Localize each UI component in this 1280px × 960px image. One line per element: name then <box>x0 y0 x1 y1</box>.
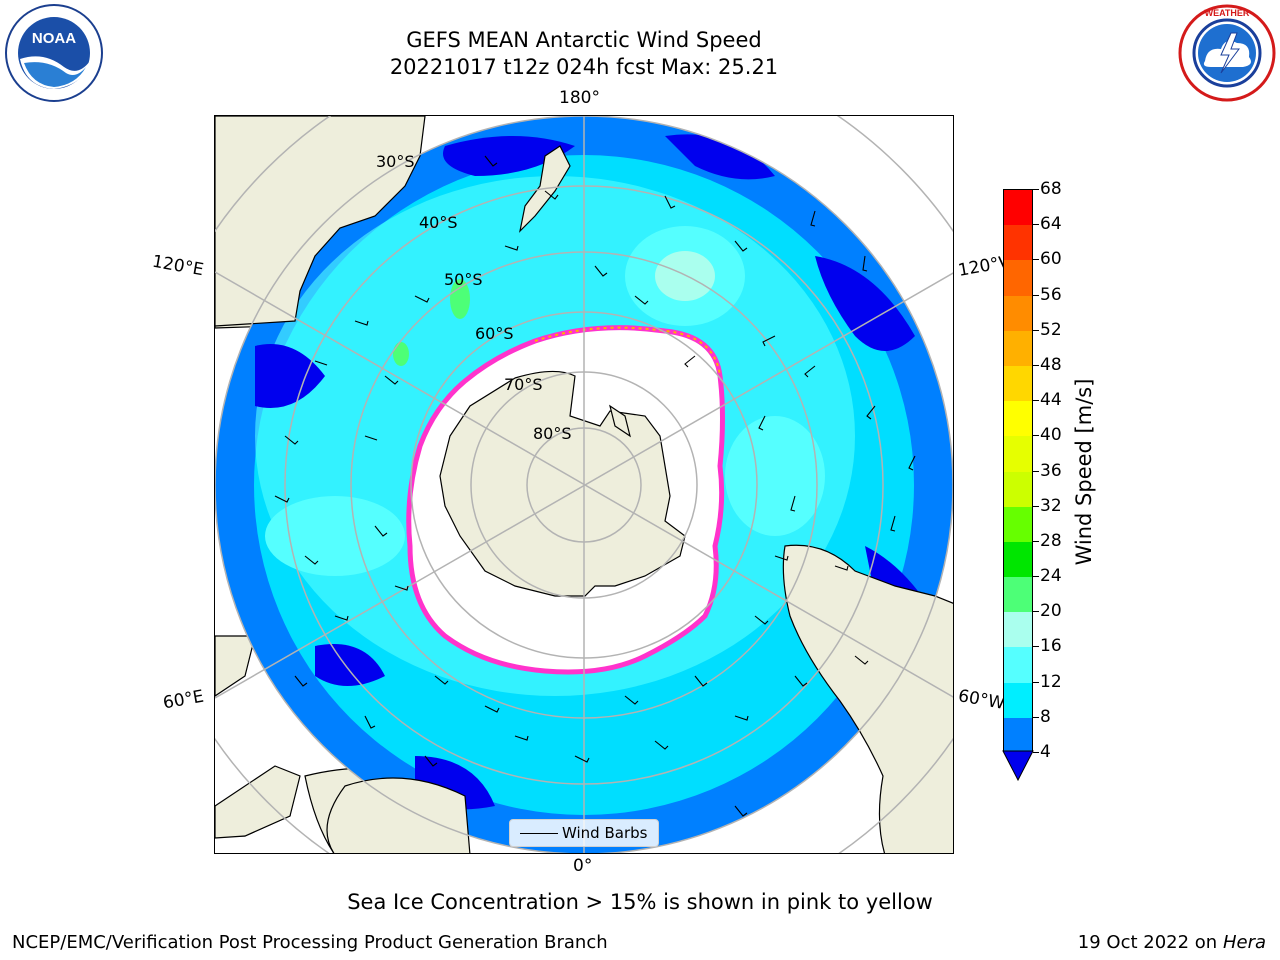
colorbar-tick-mark <box>1033 189 1039 190</box>
colorbar-tick-label: 68 <box>1040 179 1062 199</box>
colorbar-tick-label: 64 <box>1040 214 1062 235</box>
legend-line-swatch <box>520 833 558 834</box>
lon-label-top: 180° <box>559 88 600 108</box>
colorbar-segment <box>1004 365 1032 402</box>
colorbar-tick-label: 48 <box>1040 354 1062 375</box>
colorbar-tick-mark <box>1033 364 1039 366</box>
colorbar-tick-mark <box>1033 716 1039 718</box>
colorbar-tick-mark <box>1033 611 1039 613</box>
noaa-logo: NOAA <box>4 3 104 103</box>
colorbar-tick-label: 4 <box>1040 742 1051 762</box>
svg-text:WEATHER: WEATHER <box>1205 8 1250 18</box>
colorbar-tick-label: 36 <box>1040 460 1062 481</box>
colorbar-segment <box>1004 260 1032 297</box>
footer-date: 19 Oct 2022 on Hera <box>1078 932 1266 953</box>
colorbar-tick-label: 12 <box>1040 671 1062 692</box>
chart-title: GEFS MEAN Antarctic Wind Speed <box>406 28 762 52</box>
colorbar-segment <box>1004 295 1032 332</box>
colorbar-segment <box>1004 682 1032 719</box>
colorbar-segment <box>1004 330 1032 367</box>
antarctica <box>439 370 686 597</box>
colorbar <box>1003 189 1033 754</box>
footer-host: Hera <box>1222 932 1266 953</box>
footer-date-text: 19 Oct 2022 on <box>1077 932 1223 953</box>
colorbar-segment <box>1004 717 1032 754</box>
lat-label-50: 50°S <box>444 270 483 289</box>
colorbar-tick-mark <box>1033 259 1039 261</box>
colorbar-tick-mark <box>1033 646 1039 648</box>
lat-label-80: 80°S <box>533 424 572 443</box>
colorbar-tick-mark <box>1033 294 1039 296</box>
colorbar-tick-label: 28 <box>1040 530 1062 551</box>
colorbar-segment <box>1004 577 1032 613</box>
colorbar-tick-label: 40 <box>1040 425 1062 446</box>
graticule <box>215 116 953 853</box>
colorbar-segment <box>1004 647 1032 684</box>
colorbar-segment <box>1004 190 1032 226</box>
colorbar-tick-label: 16 <box>1040 636 1062 657</box>
legend-label: Wind Barbs <box>562 824 648 842</box>
colorbar-segment <box>1004 436 1032 472</box>
colorbar-tick-mark <box>1033 435 1039 437</box>
colorbar-tick-label: 32 <box>1040 495 1062 516</box>
lat-label-60: 60°S <box>475 324 514 343</box>
continents <box>215 116 953 853</box>
colorbar-tick-mark <box>1033 540 1039 542</box>
colorbar-segment <box>1004 541 1032 578</box>
colorbar-tick-mark <box>1033 576 1039 578</box>
map-canvas <box>215 116 953 853</box>
colorbar-segment <box>1004 471 1032 508</box>
footer-credit: NCEP/EMC/Verification Post Processing Pr… <box>12 932 608 953</box>
colorbar-tick-label: 20 <box>1040 601 1062 622</box>
chart-subtitle: 20221017 t12z 024h fcst Max: 25.21 <box>389 55 779 79</box>
wind-barbs <box>274 155 916 817</box>
svg-text:NOAA: NOAA <box>32 30 76 47</box>
colorbar-tick-label: 56 <box>1040 284 1062 305</box>
lat-label-70: 70°S <box>504 375 543 394</box>
colorbar-tick-mark <box>1033 681 1039 683</box>
colorbar-tick-mark <box>1033 224 1039 226</box>
colorbar-tick-mark <box>1033 400 1039 402</box>
colorbar-tick-label: 24 <box>1040 566 1062 587</box>
colorbar-segment <box>1004 612 1032 648</box>
colorbar-tick-label: 44 <box>1040 390 1062 411</box>
colorbar-tick-mark <box>1033 752 1039 753</box>
sea-ice-note: Sea Ice Concentration > 15% is shown in … <box>347 890 933 914</box>
colorbar-segment <box>1004 401 1032 437</box>
colorbar-tick-mark <box>1033 329 1039 331</box>
colorbar-segment <box>1004 506 1032 543</box>
colorbar-tick-label: 8 <box>1040 706 1051 727</box>
lat-label-30: 30°S <box>376 152 415 171</box>
colorbar-tick-mark <box>1033 505 1039 507</box>
polar-map <box>214 115 954 854</box>
map-legend: Wind Barbs <box>509 819 659 847</box>
nws-logo: WEATHER <box>1177 3 1277 103</box>
colorbar-tick-label: 52 <box>1040 319 1062 340</box>
colorbar-segment <box>1004 225 1032 261</box>
lon-label-bottom: 0° <box>573 856 593 876</box>
lon-label-lower-right: 60°W <box>956 686 1007 714</box>
colorbar-tick-mark <box>1033 470 1039 472</box>
lon-label-lower-left: 60°E <box>161 686 206 714</box>
colorbar-tick-label: 60 <box>1040 249 1062 270</box>
lat-label-40: 40°S <box>419 213 458 232</box>
lon-label-upper-left: 120°E <box>150 251 206 281</box>
colorbar-extend-arrow <box>1002 750 1034 782</box>
colorbar-label: Wind Speed [m/s] <box>1072 378 1096 566</box>
